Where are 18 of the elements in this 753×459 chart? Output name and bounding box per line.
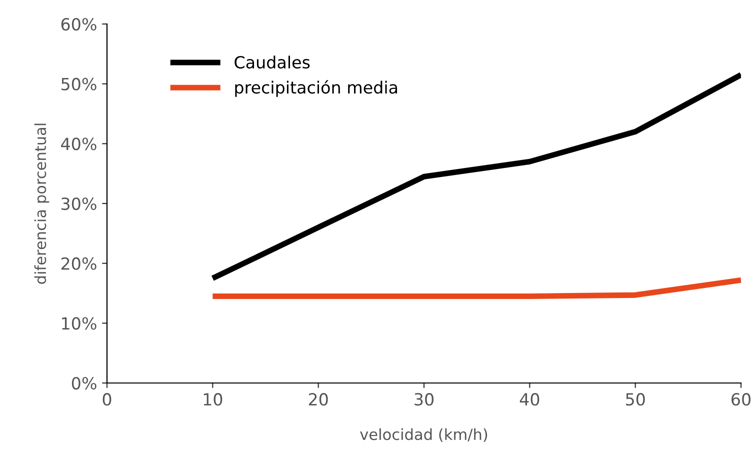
y-axis-title: diferencia porcentual [34, 124, 50, 284]
y-tick-label: 30% [62, 197, 96, 210]
x-tick-label: 20 [308, 393, 328, 406]
x-tick-label: 10 [204, 393, 222, 406]
x-tick-label: 40 [520, 393, 540, 406]
x-tick-label: 50 [626, 393, 645, 406]
x-tick-label: 30 [414, 393, 434, 406]
legend-label: precipitación media [235, 80, 398, 97]
x-axis-title: velocidad (km/h) [360, 428, 488, 442]
x-tick-label: 0 [102, 393, 112, 406]
y-tick-label: 10% [62, 317, 96, 330]
y-tick-label: 60% [61, 18, 96, 31]
x-tick-label: 60 [732, 393, 750, 406]
legend-label: Caudales [234, 56, 310, 69]
y-tick-label: 0% [72, 376, 96, 390]
y-tick-label: 20% [61, 257, 96, 270]
y-tick-label: 40% [61, 138, 96, 150]
y-tick-label: 50% [62, 78, 96, 90]
